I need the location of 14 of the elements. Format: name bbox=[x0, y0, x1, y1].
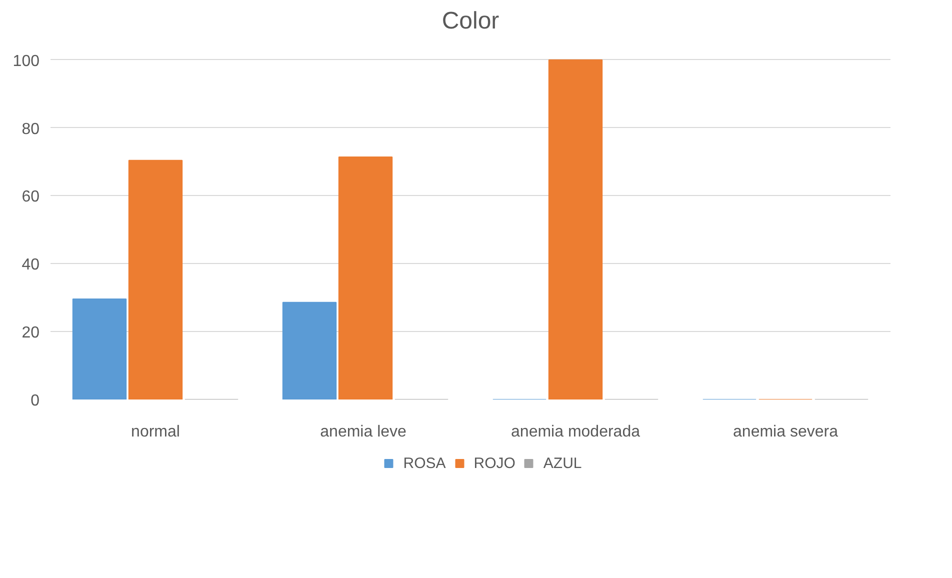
y-tick-label: 20 bbox=[22, 324, 40, 342]
y-tick-label: 60 bbox=[22, 188, 40, 206]
y-tick-label: 0 bbox=[30, 392, 40, 410]
y-tick-label: 40 bbox=[22, 256, 40, 274]
legend-label: ROJO bbox=[474, 454, 516, 472]
legend-label: AZUL bbox=[543, 454, 582, 472]
legend-label: ROSA bbox=[403, 454, 446, 472]
y-tick-label: 80 bbox=[22, 120, 40, 138]
x-tick-label: anemia severa bbox=[733, 424, 838, 440]
x-tick-label: anemia moderada bbox=[511, 424, 640, 440]
x-tick-label: normal bbox=[131, 424, 180, 440]
x-tick-label: anemia leve bbox=[320, 424, 407, 440]
y-tick-label: 100 bbox=[12, 52, 40, 70]
chart-title: Color bbox=[442, 8, 500, 34]
